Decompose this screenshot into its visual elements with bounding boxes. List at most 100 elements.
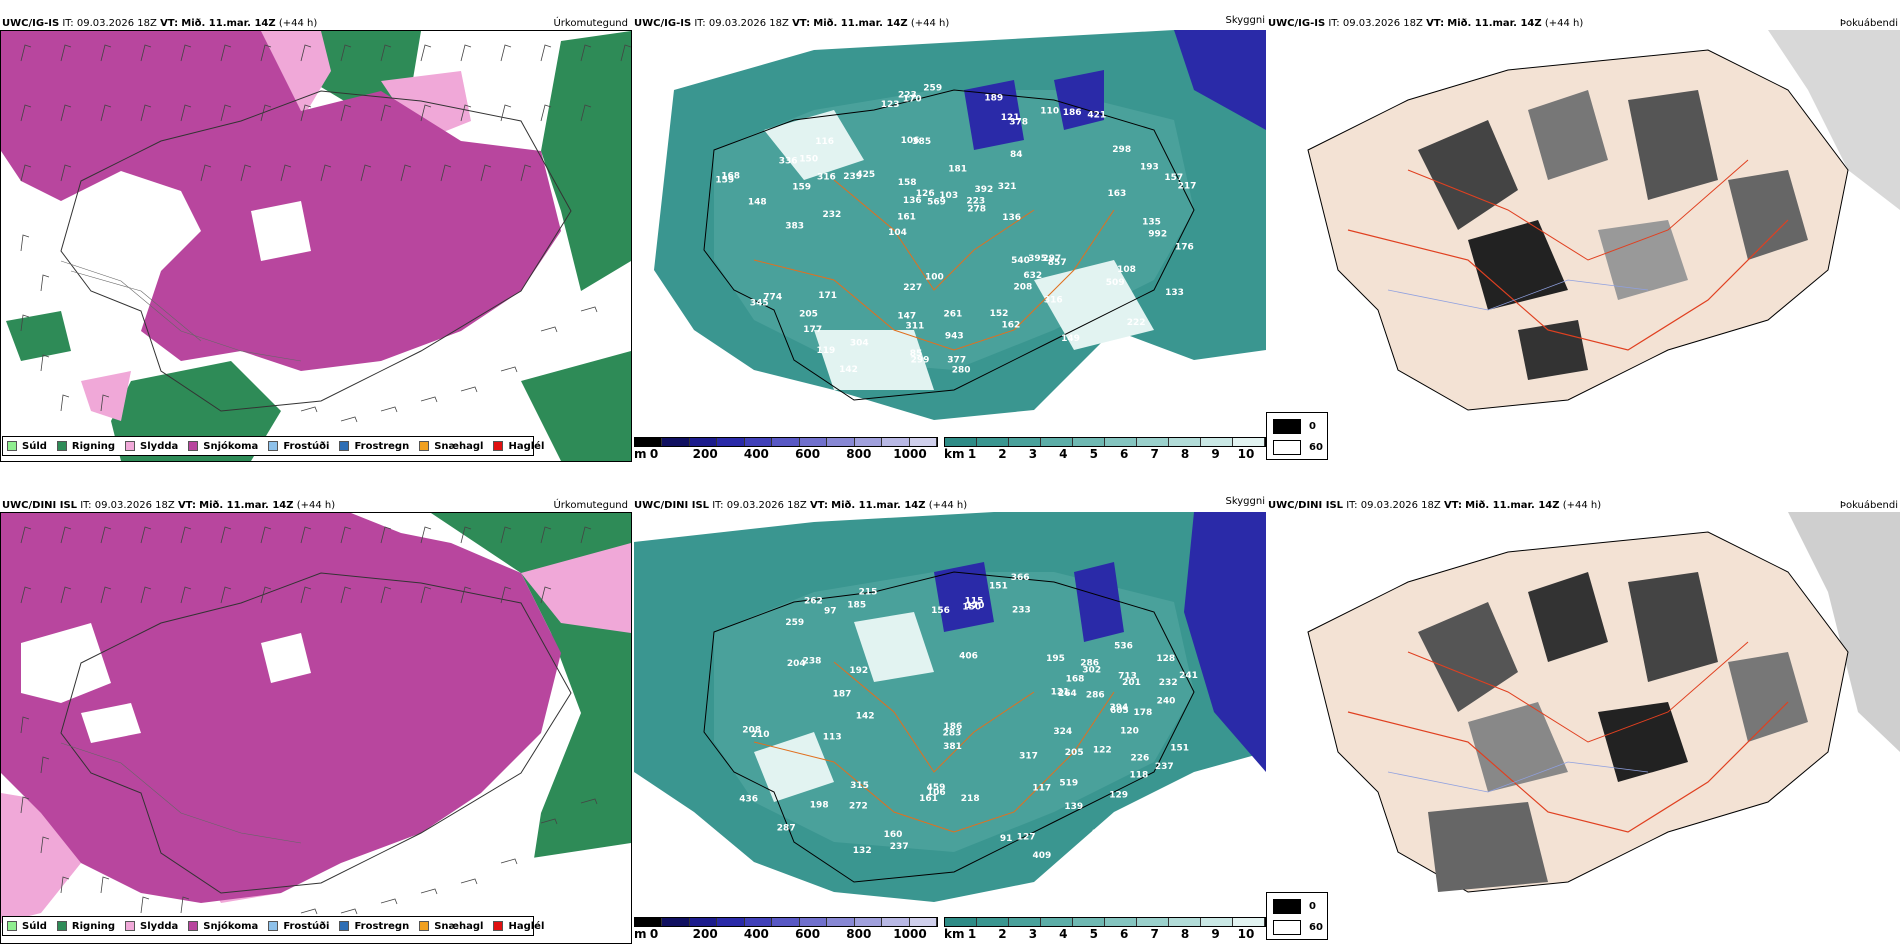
cloud-base-label: 122 xyxy=(1093,746,1112,756)
colorbar-segment xyxy=(717,438,745,446)
cloud-base-label: 149 xyxy=(1061,334,1080,344)
cloud-base-label: 150 xyxy=(1092,829,1111,839)
cloud-base-label: 186 xyxy=(944,722,963,732)
colorbar-segment xyxy=(1233,918,1265,926)
colorbar-tick-label: 1000 xyxy=(893,927,927,941)
colorbar-segment xyxy=(1009,438,1041,446)
colorbar-tick-label: 9 xyxy=(1211,927,1220,941)
colorbar-tick-label: 1000 xyxy=(893,447,927,461)
cloud-base-label: 943 xyxy=(945,331,964,341)
cloud-base-label: 385 xyxy=(912,137,931,147)
precip-title-1: UWC/IG-IS IT: 09.03.2026 18Z VT: Mið. 11… xyxy=(2,18,318,29)
colorbar-tick-label: 600 xyxy=(795,927,821,941)
cloud-base-label: 136 xyxy=(1002,213,1021,223)
cloud-map-svg-2: 129 128 406 215 713 272 238 232 394 237 436 259 185 1… xyxy=(634,512,1266,912)
cloud-base-label: 237 xyxy=(1155,762,1174,772)
cloud-base-label: 151 xyxy=(989,582,1008,592)
colorbar-segment xyxy=(1073,918,1105,926)
colorbar-segment xyxy=(854,918,883,926)
fog-type-label-2: Þokuábendi xyxy=(1839,500,1898,511)
cloud-base-label: 217 xyxy=(1178,181,1197,191)
cloud-base-label: 392 xyxy=(975,185,994,195)
cloud-base-label: 142 xyxy=(856,711,875,721)
cloud-base-label: 238 xyxy=(803,656,822,666)
cloud-base-label: 857 xyxy=(1048,258,1067,268)
cloud-base-label: 136 xyxy=(903,196,922,206)
precip-legend-2: Súld Rigning Slydda Snjókoma Frostúði Fr… xyxy=(2,916,544,936)
cloud-base-label: 97 xyxy=(824,607,837,617)
cloud-base-label: 283 xyxy=(943,728,962,738)
cloud-base-label: 259 xyxy=(923,84,942,94)
colorbar-segment xyxy=(635,918,663,926)
colorbar-segment xyxy=(744,918,773,926)
cloud-base-label: 436 xyxy=(739,795,758,805)
fog-title-1: UWC/IG-IS IT: 09.03.2026 18Z VT: Mið. 11… xyxy=(1268,18,1584,29)
cloud-base-label: 201 xyxy=(1122,678,1141,688)
fog-legend-2: 0 60 xyxy=(1266,892,1328,940)
cloud-base-label: 126 xyxy=(916,189,935,199)
colorbar-tick-label: 0 xyxy=(649,447,659,461)
fog-legend-1: 0 60 xyxy=(1266,412,1328,460)
cloud-base-label: 272 xyxy=(849,802,868,812)
cloud-base-label: 176 xyxy=(1175,243,1194,253)
colorbar-tick-label: 5 xyxy=(1089,927,1098,941)
cloud-base-label: 222 xyxy=(1127,318,1146,328)
cloud-base-label: 189 xyxy=(984,94,1003,104)
fog-title-2: UWC/DINI ISL IT: 09.03.2026 18Z VT: Mið.… xyxy=(1268,500,1602,511)
cloud-base-label: 218 xyxy=(961,794,980,804)
cloud-base-label: 316 xyxy=(1044,295,1063,305)
cloud-base-label: 198 xyxy=(810,801,829,811)
colorbar-segment xyxy=(635,438,663,446)
cloud-base-label: 992 xyxy=(1148,229,1167,239)
cloud-base-label: 316 xyxy=(817,173,836,183)
cloud-base-label: 158 xyxy=(898,178,917,188)
wind-barbs-2 xyxy=(20,526,598,915)
cloud-base-label: 321 xyxy=(998,182,1017,192)
cloud-base-label: 208 xyxy=(1014,282,1033,292)
colorbar-tick-label: 200 xyxy=(692,927,718,941)
cloud-base-label: 185 xyxy=(847,600,866,610)
colorbar-tick-label: 8 xyxy=(1180,447,1190,461)
colorbar-segment xyxy=(827,438,855,446)
cloud-base-label: 223 xyxy=(966,196,985,206)
colorbar-segment xyxy=(1105,918,1137,926)
cloud-base-label: 150 xyxy=(799,154,818,164)
colorbar-tick-label: 0 xyxy=(649,927,659,941)
cloud-base-label: 193 xyxy=(1140,163,1159,173)
cloud-title-1: UWC/IG-IS IT: 09.03.2026 18Z VT: Mið. 11… xyxy=(634,18,950,29)
cloud-base-label: 237 xyxy=(890,842,909,852)
fog-map-1 xyxy=(1268,30,1900,430)
colorbar-segment xyxy=(1169,438,1201,446)
cloud-base-label: 186 xyxy=(1063,108,1082,118)
cloud-labels-2: 129 128 406 215 713 272 238 232 394 237 436 259 185 1… xyxy=(739,573,1198,861)
cloud-base-label: 286 xyxy=(1086,690,1105,700)
cloud-base-label: 381 xyxy=(943,742,962,752)
cloud-base-label: 152 xyxy=(990,309,1009,319)
cloud-base-label: 377 xyxy=(947,356,966,366)
cloud-base-label: 297 xyxy=(1042,254,1061,264)
legend-item: Rigning xyxy=(56,441,115,452)
colorbar-tick-label: 7 xyxy=(1150,447,1159,461)
colorbar-tick-label: 1 xyxy=(967,927,977,941)
cloud-base-label: 226 xyxy=(1131,754,1150,764)
colorbar-segment xyxy=(717,918,745,926)
cloud-base-label: 278 xyxy=(967,205,986,215)
cloud-base-label: 366 xyxy=(1011,573,1030,583)
cloud-m-unit-1: m xyxy=(634,447,647,461)
cloud-base-label: 118 xyxy=(1130,771,1149,781)
cloud-base-label: 304 xyxy=(850,338,869,348)
cloud-m-unit-2: m xyxy=(634,927,647,941)
colorbar-segment xyxy=(854,438,883,446)
cloud-base-label: 148 xyxy=(748,197,767,207)
cloud-title-2: UWC/DINI ISL IT: 09.03.2026 18Z VT: Mið.… xyxy=(634,500,968,511)
cloud-base-label: 128 xyxy=(1156,654,1175,664)
cloud-km-unit-1: km xyxy=(944,447,965,461)
cloud-base-label: 142 xyxy=(839,365,858,375)
cloud-base-label: 311 xyxy=(906,322,925,332)
cloud-m-colorbar-1 xyxy=(634,437,938,447)
cloud-base-label: 110 xyxy=(1040,107,1059,117)
cloud-base-label: 569 xyxy=(927,197,946,207)
cloud-base-label: 232 xyxy=(823,210,842,220)
precip-type-label-2: Úrkomutegund xyxy=(553,500,628,511)
cloud-base-label: 177 xyxy=(803,325,822,335)
